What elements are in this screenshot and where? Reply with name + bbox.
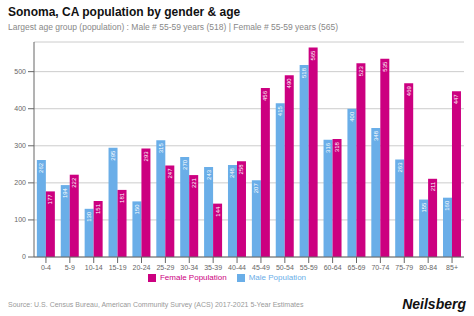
svg-text:400: 400 — [349, 111, 355, 122]
svg-text:247: 247 — [167, 168, 173, 179]
svg-text:0-4: 0-4 — [41, 264, 51, 271]
svg-text:35-39: 35-39 — [204, 264, 222, 271]
svg-text:100: 100 — [14, 216, 26, 223]
svg-text:300: 300 — [14, 142, 26, 149]
svg-text:151: 151 — [95, 203, 101, 214]
svg-text:20-24: 20-24 — [133, 264, 151, 271]
svg-text:221: 221 — [191, 177, 197, 188]
svg-text:30-34: 30-34 — [180, 264, 198, 271]
svg-text:207: 207 — [253, 183, 259, 194]
svg-text:318: 318 — [334, 141, 340, 152]
html-text:Male Population: Male Population — [248, 273, 306, 282]
svg-text:262: 262 — [38, 162, 44, 173]
svg-text:263: 263 — [397, 162, 403, 173]
svg-text:293: 293 — [143, 151, 149, 162]
svg-text:85+: 85+ — [446, 264, 458, 271]
svg-text:80-84: 80-84 — [419, 264, 437, 271]
svg-text:130: 130 — [86, 211, 92, 222]
svg-text:211: 211 — [430, 181, 436, 191]
svg-text:258: 258 — [238, 164, 244, 175]
svg-text:535: 535 — [382, 61, 388, 72]
svg-text:565: 565 — [310, 50, 316, 61]
svg-text:70-74: 70-74 — [371, 264, 389, 271]
svg-text:348: 348 — [373, 130, 379, 141]
svg-text:315: 315 — [158, 143, 164, 154]
svg-text:55-59: 55-59 — [300, 264, 318, 271]
html-text:Sonoma, CA population by gende: Sonoma, CA population by gender & age — [8, 5, 241, 19]
svg-text:160: 160 — [444, 200, 450, 211]
svg-text:295: 295 — [110, 150, 116, 161]
svg-text:10-14: 10-14 — [85, 264, 103, 271]
svg-text:75-79: 75-79 — [395, 264, 413, 271]
svg-text:316: 316 — [325, 142, 331, 153]
svg-text:523: 523 — [358, 65, 364, 76]
svg-text:25-29: 25-29 — [156, 264, 174, 271]
svg-text:500: 500 — [14, 68, 26, 75]
svg-text:222: 222 — [71, 177, 77, 188]
svg-text:65-69: 65-69 — [348, 264, 366, 271]
svg-text:144: 144 — [215, 206, 221, 217]
svg-text:0: 0 — [22, 253, 26, 260]
svg-text:248: 248 — [229, 167, 235, 178]
html-text:Neilsberg: Neilsberg — [402, 296, 466, 312]
svg-text:15-19: 15-19 — [109, 264, 127, 271]
svg-text:243: 243 — [206, 169, 212, 180]
svg-text:40-44: 40-44 — [228, 264, 246, 271]
svg-text:194: 194 — [62, 187, 68, 198]
html-text:Source: U.S. Census Bureau, Am: Source: U.S. Census Bureau, American Com… — [8, 301, 304, 308]
html-text:Female Population: Female Population — [160, 273, 227, 282]
svg-text:181: 181 — [119, 192, 125, 203]
svg-text:400: 400 — [14, 105, 26, 112]
svg-text:150: 150 — [134, 204, 140, 215]
svg-text:518: 518 — [301, 67, 307, 78]
svg-text:456: 456 — [262, 90, 268, 101]
svg-text:447: 447 — [453, 94, 459, 105]
svg-text:270: 270 — [182, 159, 188, 170]
svg-text:469: 469 — [406, 85, 412, 96]
svg-text:155: 155 — [421, 202, 427, 213]
html-text:Largest age group (population): Largest age group (population) : Male # … — [8, 22, 339, 32]
svg-text:50-54: 50-54 — [276, 264, 294, 271]
svg-text:45-49: 45-49 — [252, 264, 270, 271]
svg-text:60-64: 60-64 — [324, 264, 342, 271]
svg-text:5-9: 5-9 — [65, 264, 75, 271]
svg-text:200: 200 — [14, 179, 26, 186]
svg-text:415: 415 — [277, 106, 283, 117]
svg-text:490: 490 — [286, 78, 292, 89]
svg-text:177: 177 — [47, 194, 53, 205]
